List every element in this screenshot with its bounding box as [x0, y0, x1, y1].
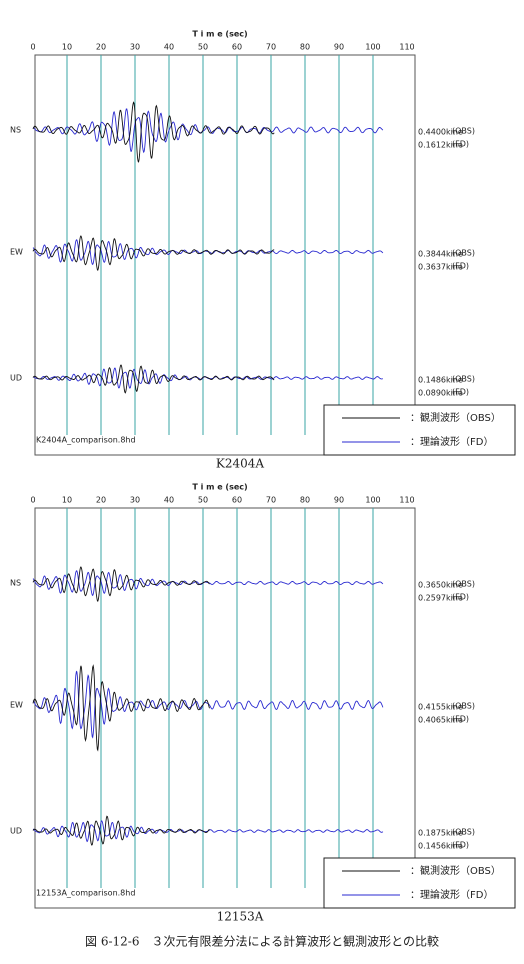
x-tick-label: 50	[198, 43, 208, 52]
x-tick-label: 0	[30, 496, 35, 505]
x-tick-label: 80	[300, 496, 310, 505]
x-tick-label: 100	[365, 43, 380, 52]
legend-obs: ：観測波形（OBS）	[410, 864, 501, 877]
x-tick-label: 60	[232, 496, 242, 505]
x-tick-label: 100	[365, 496, 380, 505]
legend-obs: ：観測波形（OBS）	[410, 411, 501, 424]
component-label: NS	[10, 126, 21, 135]
filename: 12153A_comparison.8hd	[36, 889, 135, 898]
x-tick-label: 10	[62, 496, 72, 505]
panel-caption: K2404A	[216, 457, 265, 471]
obs-amplitude: 0.4400kine	[418, 128, 463, 137]
obs-amplitude: 0.4155kine	[418, 703, 463, 712]
legend-box	[323, 404, 516, 456]
fd-tag: (FD)	[452, 715, 469, 724]
fd-amplitude: 0.2597kine	[418, 594, 463, 603]
fd-amplitude: 0.4065kine	[418, 716, 463, 725]
obs-wave	[32, 664, 210, 752]
fd-tag: (FD)	[452, 388, 469, 397]
plot-frame	[34, 507, 416, 909]
x-tick-label: 20	[96, 43, 106, 52]
axis-title: T i m e (sec)	[192, 483, 247, 492]
fd-amplitude: 0.1612kine	[418, 141, 463, 150]
obs-tag: (OBS)	[452, 702, 475, 711]
obs-tag: (OBS)	[452, 127, 475, 136]
legend-fd: ：理論波形（FD）	[410, 888, 493, 901]
plot-frame	[34, 54, 416, 456]
x-tick-label: 90	[334, 496, 344, 505]
component-label: UD	[10, 374, 22, 383]
x-tick-label: 60	[232, 43, 242, 52]
x-tick-label: 30	[130, 43, 140, 52]
x-tick-label: 30	[130, 496, 140, 505]
fd-tag: (FD)	[452, 841, 469, 850]
component-label: UD	[10, 827, 22, 836]
obs-tag: (OBS)	[452, 580, 475, 589]
x-tick-label: 80	[300, 43, 310, 52]
obs-amplitude: 0.1875kine	[418, 829, 463, 838]
fd-tag: (FD)	[452, 593, 469, 602]
x-tick-label: 110	[399, 496, 414, 505]
x-tick-label: 40	[164, 496, 174, 505]
axis-title: T i m e (sec)	[192, 30, 247, 39]
component-label: EW	[10, 248, 23, 257]
fd-amplitude: 0.3637kine	[418, 263, 463, 272]
x-tick-label: 40	[164, 43, 174, 52]
obs-amplitude: 0.1486kine	[418, 376, 463, 385]
obs-tag: (OBS)	[452, 249, 475, 258]
x-tick-label: 20	[96, 496, 106, 505]
x-tick-label: 0	[30, 43, 35, 52]
component-label: EW	[10, 701, 23, 710]
obs-amplitude: 0.3650kine	[418, 581, 463, 590]
panel-caption: 12153A	[217, 910, 264, 924]
fd-wave	[32, 570, 384, 597]
obs-wave	[32, 364, 275, 394]
obs-wave	[32, 566, 210, 603]
filename: K2404A_comparison.8hd	[36, 436, 136, 445]
obs-tag: (OBS)	[452, 375, 475, 384]
obs-wave	[32, 101, 275, 163]
x-tick-label: 90	[334, 43, 344, 52]
component-label: NS	[10, 579, 21, 588]
fd-amplitude: 0.0890kine	[418, 389, 463, 398]
x-tick-label: 50	[198, 496, 208, 505]
obs-wave	[32, 815, 210, 846]
obs-wave	[32, 235, 275, 272]
x-tick-label: 10	[62, 43, 72, 52]
fd-wave	[32, 670, 384, 739]
fd-tag: (FD)	[452, 140, 469, 149]
figure-caption: 図 6-12-6 ３次元有限差分法による計算波形と観測波形との比較	[85, 934, 439, 949]
x-tick-label: 110	[399, 43, 414, 52]
fd-wave	[32, 239, 384, 266]
legend-fd: ：理論波形（FD）	[410, 435, 493, 448]
fd-tag: (FD)	[452, 262, 469, 271]
x-tick-label: 70	[266, 496, 276, 505]
obs-tag: (OBS)	[452, 828, 475, 837]
x-tick-label: 70	[266, 43, 276, 52]
fd-wave	[32, 108, 384, 154]
obs-amplitude: 0.3844kine	[418, 250, 463, 259]
fd-amplitude: 0.1456kine	[418, 842, 463, 851]
legend-box	[323, 857, 516, 909]
